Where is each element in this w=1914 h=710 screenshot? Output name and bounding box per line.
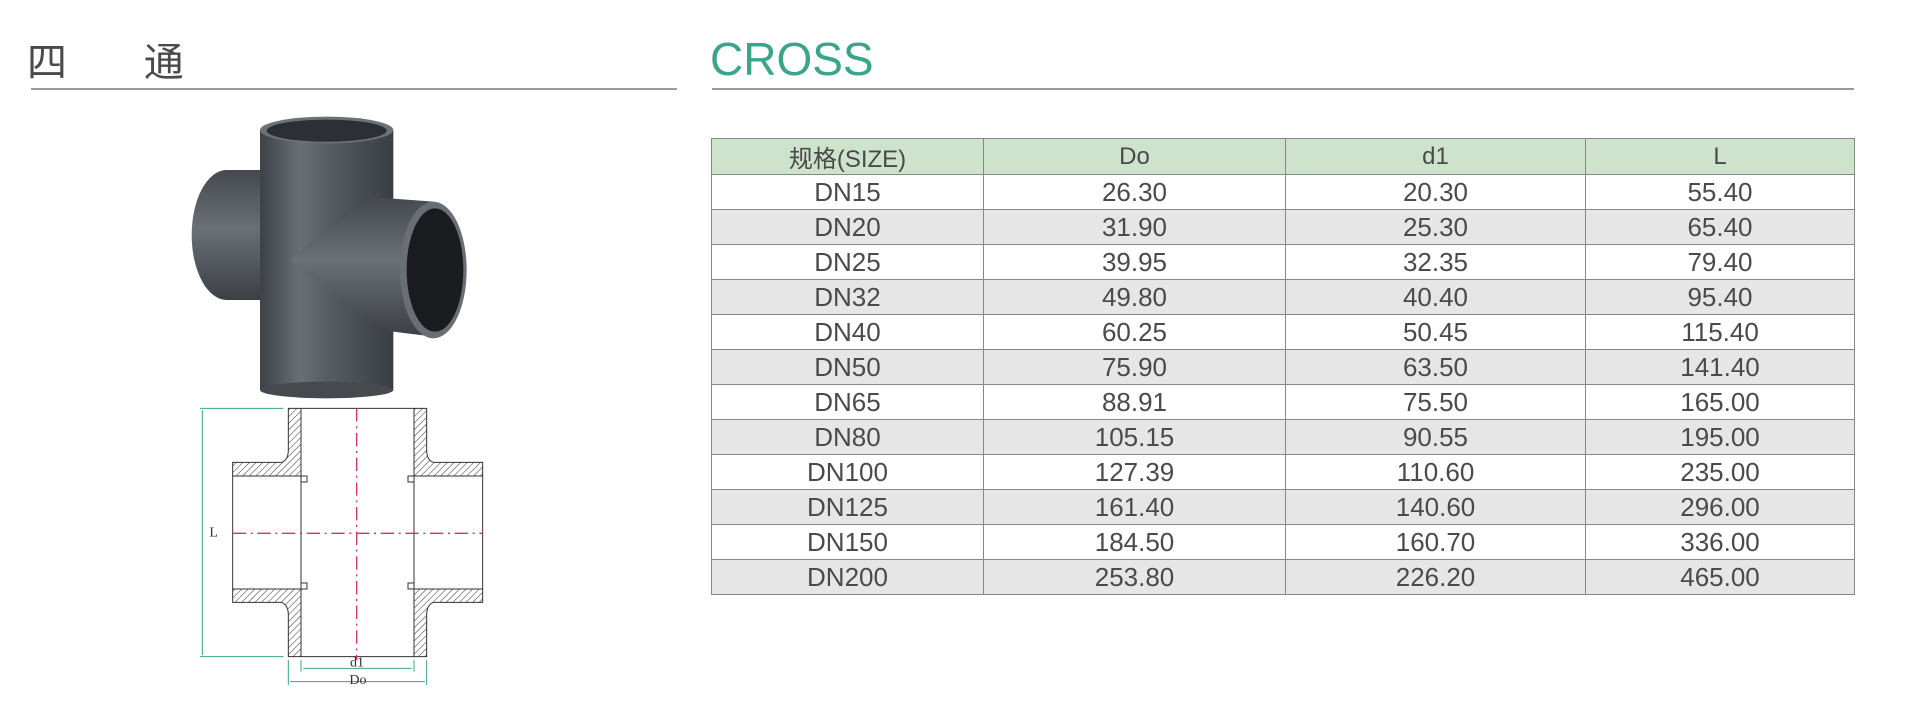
cell-d1: 63.50 <box>1285 349 1586 385</box>
cell-l: 79.40 <box>1585 244 1855 280</box>
label-d1: d1 <box>350 656 364 671</box>
cell-size: DN20 <box>711 209 984 245</box>
cell-l: 141.40 <box>1585 349 1855 385</box>
title-chinese: 四 通 <box>27 40 216 86</box>
cell-size: DN65 <box>711 384 984 420</box>
cell-d1: 32.35 <box>1285 244 1586 280</box>
cell-do: 253.80 <box>983 559 1286 595</box>
cell-do: 26.30 <box>983 174 1286 210</box>
column-header-do: Do <box>983 138 1286 175</box>
cell-l: 195.00 <box>1585 419 1855 455</box>
column-header-size: 规格(SIZE) <box>711 138 984 175</box>
cell-l: 55.40 <box>1585 174 1855 210</box>
cell-d1: 226.20 <box>1285 559 1586 595</box>
cell-size: DN25 <box>711 244 984 280</box>
cross-fitting-photo <box>191 116 467 399</box>
cell-do: 184.50 <box>983 524 1286 560</box>
cell-d1: 110.60 <box>1285 454 1586 490</box>
label-L: L <box>209 526 218 541</box>
cell-l: 165.00 <box>1585 384 1855 420</box>
cell-d1: 25.30 <box>1285 209 1586 245</box>
table-row: DN125 161.40 140.60 296.00 <box>711 489 1855 525</box>
cell-do: 88.91 <box>983 384 1286 420</box>
cell-do: 49.80 <box>983 279 1286 315</box>
table-row: DN20 31.90 25.30 65.40 <box>711 209 1855 245</box>
title-divider-left <box>31 88 677 90</box>
cell-size: DN40 <box>711 314 984 350</box>
cell-size: DN200 <box>711 559 984 595</box>
table-row: DN200 253.80 226.20 465.00 <box>711 559 1855 595</box>
cell-size: DN50 <box>711 349 984 385</box>
cell-size: DN150 <box>711 524 984 560</box>
label-Do: Do <box>349 673 366 688</box>
cell-d1: 160.70 <box>1285 524 1586 560</box>
cell-do: 60.25 <box>983 314 1286 350</box>
cell-l: 296.00 <box>1585 489 1855 525</box>
cell-l: 235.00 <box>1585 454 1855 490</box>
cell-do: 127.39 <box>983 454 1286 490</box>
cell-l: 65.40 <box>1585 209 1855 245</box>
cell-d1: 20.30 <box>1285 174 1586 210</box>
table-row: DN50 75.90 63.50 141.40 <box>711 349 1855 385</box>
column-header-l: L <box>1585 138 1855 175</box>
table-row: DN100 127.39 110.60 235.00 <box>711 454 1855 490</box>
cell-size: DN100 <box>711 454 984 490</box>
table-row: DN40 60.25 50.45 115.40 <box>711 314 1855 350</box>
cell-d1: 40.40 <box>1285 279 1586 315</box>
cell-l: 115.40 <box>1585 314 1855 350</box>
column-header-d1: d1 <box>1285 138 1586 175</box>
table-row: DN15 26.30 20.30 55.40 <box>711 174 1855 210</box>
specification-table: 规格(SIZE) Do d1 L DN15 26.30 20.30 55.40 DN20… <box>711 138 1855 595</box>
cell-do: 39.95 <box>983 244 1286 280</box>
cell-size: DN125 <box>711 489 984 525</box>
cell-l: 336.00 <box>1585 524 1855 560</box>
cell-do: 75.90 <box>983 349 1286 385</box>
cell-d1: 75.50 <box>1285 384 1586 420</box>
cell-do: 31.90 <box>983 209 1286 245</box>
cell-d1: 50.45 <box>1285 314 1586 350</box>
table-row: DN150 184.50 160.70 336.00 <box>711 524 1855 560</box>
cell-do: 161.40 <box>983 489 1286 525</box>
cell-l: 465.00 <box>1585 559 1855 595</box>
table-row: DN25 39.95 32.35 79.40 <box>711 244 1855 280</box>
cell-size: DN80 <box>711 419 984 455</box>
cell-size: DN15 <box>711 174 984 210</box>
title-divider-right <box>712 88 1854 90</box>
table-row: DN32 49.80 40.40 95.40 <box>711 279 1855 315</box>
title-english: CROSS <box>710 33 874 85</box>
cell-size: DN32 <box>711 279 984 315</box>
cell-d1: 140.60 <box>1285 489 1586 525</box>
cell-d1: 90.55 <box>1285 419 1586 455</box>
table-row: DN80 105.15 90.55 195.00 <box>711 419 1855 455</box>
cell-do: 105.15 <box>983 419 1286 455</box>
table-header-row: 规格(SIZE) Do d1 L <box>711 138 1855 175</box>
cell-l: 95.40 <box>1585 279 1855 315</box>
cross-section-drawing: L d1 Do <box>200 407 484 688</box>
table-row: DN65 88.91 75.50 165.00 <box>711 384 1855 420</box>
